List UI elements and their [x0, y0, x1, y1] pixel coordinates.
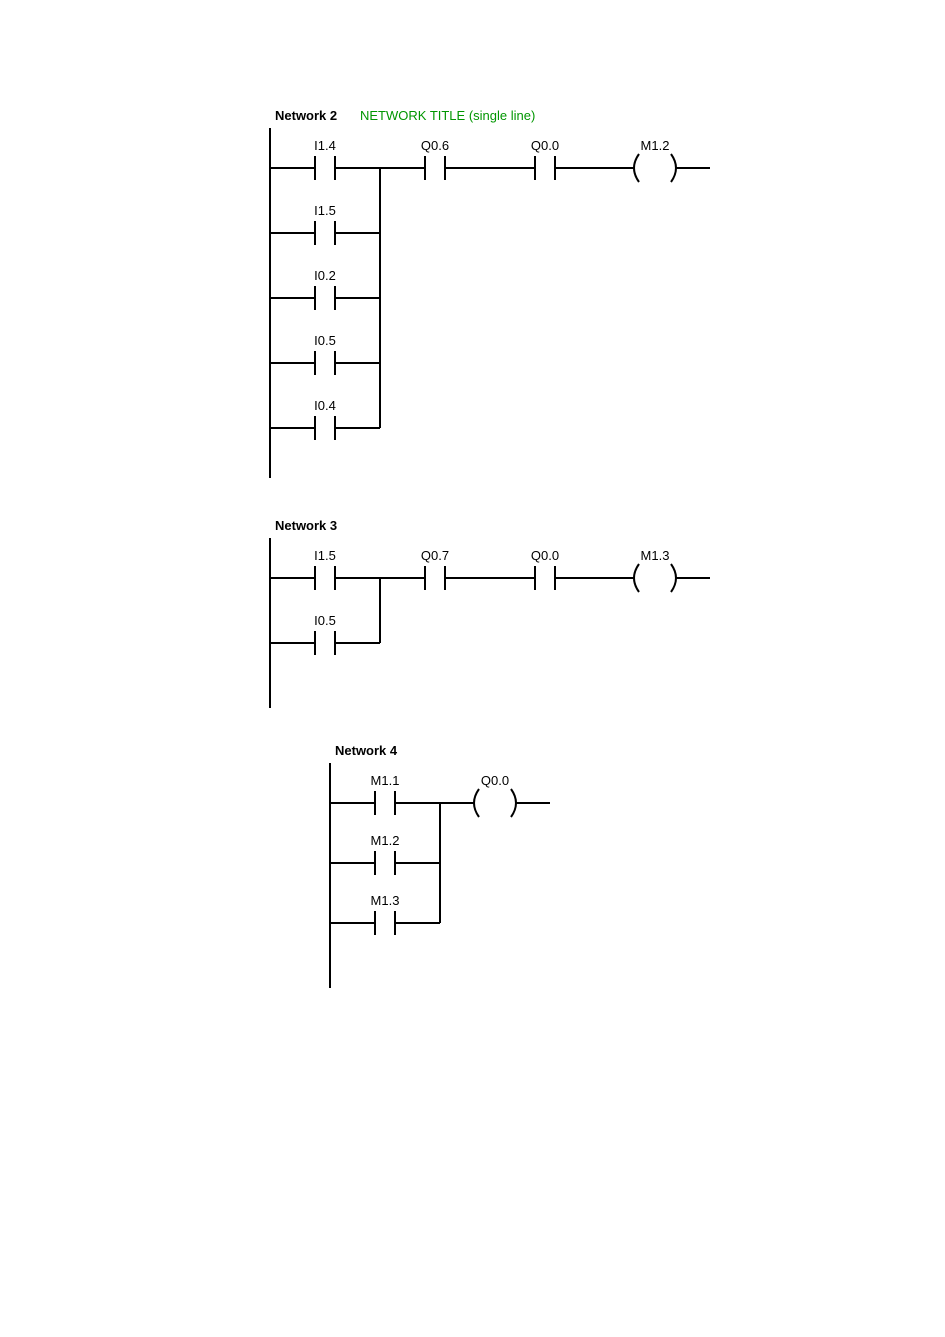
- contact-I1-4: I1.4: [270, 138, 380, 180]
- svg-text:M1.3: M1.3: [371, 893, 400, 908]
- svg-text:I0.4: I0.4: [314, 398, 336, 413]
- svg-text:M1.2: M1.2: [371, 833, 400, 848]
- svg-text:Q0.0: Q0.0: [531, 548, 559, 563]
- contact-Q0-6: Q0.6: [380, 138, 490, 180]
- coil-Q0-0: Q0.0: [440, 773, 550, 817]
- contact-I1-5: I1.5: [270, 548, 380, 590]
- svg-text:I0.5: I0.5: [314, 613, 336, 628]
- svg-text:M1.2: M1.2: [641, 138, 670, 153]
- contact-M1-2: M1.2: [330, 833, 440, 875]
- network-title: Network 3: [275, 518, 337, 533]
- svg-text:I0.5: I0.5: [314, 333, 336, 348]
- coil-M1-3: M1.3: [600, 548, 710, 592]
- net3: Network 3 I1.5 Q0.7 Q0.0 M1.3 I0.5: [270, 518, 710, 708]
- ladder-canvas: Network 2 NETWORK TITLE (single line) I1.4…: [0, 0, 945, 1337]
- svg-text:Q0.7: Q0.7: [421, 548, 449, 563]
- contact-I0-4: I0.4: [270, 398, 380, 440]
- svg-text:M1.3: M1.3: [641, 548, 670, 563]
- svg-text:I1.5: I1.5: [314, 203, 336, 218]
- contact-Q0-0: Q0.0: [490, 138, 600, 180]
- svg-text:I0.2: I0.2: [314, 268, 336, 283]
- svg-text:Q0.6: Q0.6: [421, 138, 449, 153]
- svg-text:M1.1: M1.1: [371, 773, 400, 788]
- svg-text:I1.4: I1.4: [314, 138, 336, 153]
- svg-text:I1.5: I1.5: [314, 548, 336, 563]
- contact-M1-3: M1.3: [330, 893, 440, 935]
- net4: Network 4 M1.1 Q0.0 M1.2 M1.3: [330, 743, 550, 988]
- contact-Q0-7: Q0.7: [380, 548, 490, 590]
- contact-Q0-0: Q0.0: [490, 548, 600, 590]
- network-title: Network 4: [335, 743, 398, 758]
- contact-I1-5: I1.5: [270, 203, 380, 245]
- contact-I0-2: I0.2: [270, 268, 380, 310]
- contact-M1-1: M1.1: [330, 773, 440, 815]
- contact-I0-5: I0.5: [270, 613, 380, 655]
- contact-I0-5: I0.5: [270, 333, 380, 375]
- network-title: Network 2: [275, 108, 337, 123]
- network-subtitle: NETWORK TITLE (single line): [360, 108, 535, 123]
- net2: Network 2 NETWORK TITLE (single line) I1.4…: [270, 108, 710, 478]
- svg-text:Q0.0: Q0.0: [531, 138, 559, 153]
- svg-text:Q0.0: Q0.0: [481, 773, 509, 788]
- page: Network 2 NETWORK TITLE (single line) I1.4…: [0, 0, 945, 1337]
- coil-M1-2: M1.2: [600, 138, 710, 182]
